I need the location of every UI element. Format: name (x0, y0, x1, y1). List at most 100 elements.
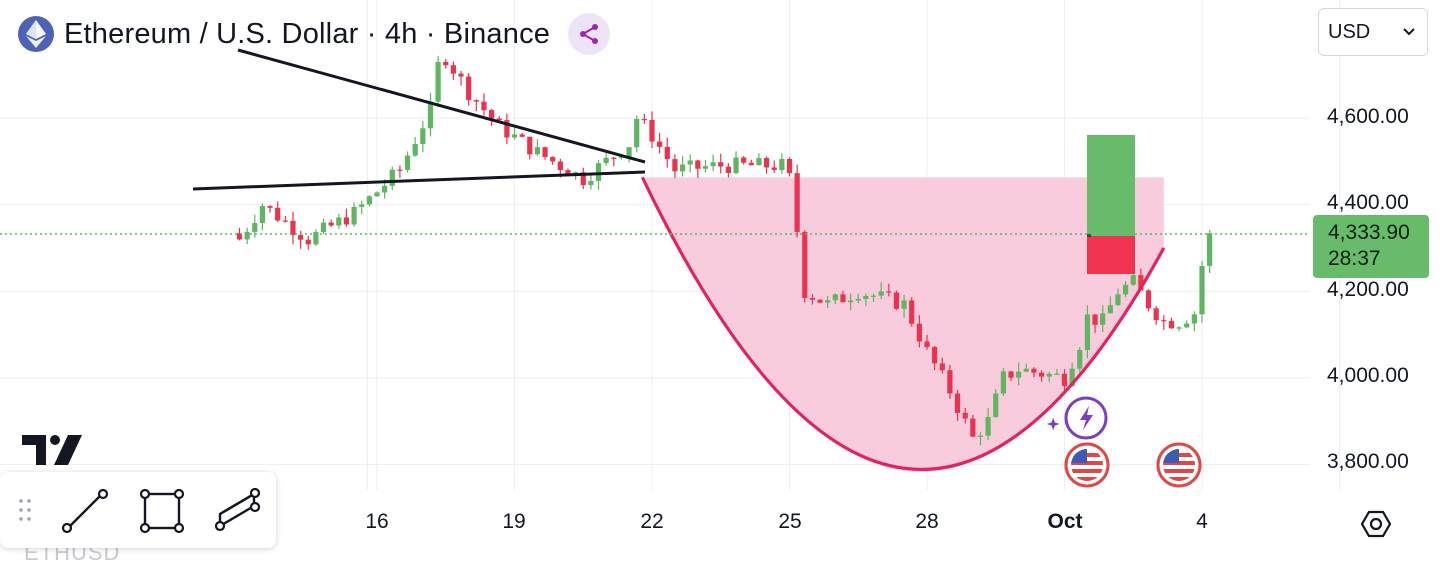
candle-body (588, 180, 594, 186)
candle-body (893, 292, 900, 309)
candle-body (970, 418, 976, 437)
candle-body (710, 162, 716, 167)
candle-body (443, 61, 449, 66)
candle-body (794, 173, 800, 232)
candle-body (695, 160, 701, 169)
candle-body (1123, 284, 1129, 295)
share-icon[interactable] (568, 13, 611, 55)
long-position-profit-zone (1087, 135, 1135, 236)
candle-body (1107, 305, 1113, 314)
candle-body (320, 222, 327, 233)
trend-line-tool-icon[interactable] (60, 488, 110, 534)
candle-body (343, 217, 350, 225)
triangle-upper-trendline (237, 48, 646, 164)
candle-body (741, 157, 747, 163)
event-flash-icon (1046, 396, 1108, 440)
candle-body (1153, 308, 1159, 321)
chevron-down-icon (1403, 28, 1415, 36)
candle-body (939, 363, 945, 371)
currency-selector[interactable]: USD (1318, 8, 1428, 56)
candle-body (809, 298, 816, 300)
candle-body (817, 299, 823, 303)
candle-body (1161, 320, 1167, 322)
candle-body (1046, 373, 1052, 377)
candlestick-series (236, 55, 1213, 446)
candle-body (1145, 290, 1152, 309)
candle-body (748, 162, 754, 166)
settings-icon[interactable] (1357, 505, 1395, 543)
candle-body (511, 134, 518, 138)
y-axis-label: 4,400.00 (1327, 191, 1409, 214)
x-axis-label: 19 (502, 510, 526, 533)
last-price-tag: 4,333.90 28:37 (1313, 215, 1429, 278)
candle-body (1092, 314, 1098, 325)
rectangle-tool-icon[interactable] (137, 488, 187, 534)
candle-body (1191, 314, 1197, 324)
candle-body (802, 231, 808, 299)
candle-body (236, 233, 243, 240)
candle-body (840, 294, 846, 303)
candle-body (488, 110, 495, 119)
candle-body (504, 120, 510, 138)
candle-body (771, 167, 777, 171)
y-axis-label: 4,000.00 (1327, 364, 1409, 387)
candle-body (1061, 373, 1068, 387)
y-axis-label: 4,600.00 (1327, 105, 1409, 128)
candle-body (1130, 275, 1136, 285)
drag-handle-icon[interactable] (12, 496, 38, 524)
candle-body (1207, 233, 1213, 266)
candle-body (1054, 373, 1060, 375)
y-axis-label: 4,200.00 (1327, 278, 1409, 301)
candle-body (1084, 314, 1091, 350)
candle-body (641, 118, 647, 121)
candle-body (832, 294, 838, 301)
x-axis-label: Oct (1047, 510, 1083, 533)
candle-body (1077, 349, 1083, 369)
candle-body (397, 169, 403, 171)
candle-body (878, 291, 884, 296)
candle-body (435, 61, 441, 102)
candle-body (1038, 372, 1045, 377)
x-axis-label: 4 (1196, 510, 1208, 533)
candle-body (1069, 368, 1075, 387)
candle-body (825, 300, 831, 303)
candle-body (542, 147, 548, 158)
x-axis-label: 25 (778, 510, 802, 533)
candle-body (725, 166, 731, 174)
parallel-channel-tool-icon[interactable] (214, 488, 264, 534)
candle-body (611, 157, 617, 159)
candle-body (657, 141, 663, 147)
position-entry-marker (1087, 234, 1091, 237)
candle-body (786, 158, 793, 174)
candle-body (1008, 371, 1014, 378)
candle-body (298, 235, 304, 240)
candle-body (779, 158, 785, 171)
candle-body (1138, 275, 1144, 291)
x-axis-label: 22 (640, 510, 664, 533)
candle-body (565, 170, 571, 176)
triangle-lower-trendline (192, 170, 646, 191)
ethereum-logo-icon (18, 16, 54, 52)
candle-body (1176, 327, 1182, 329)
candle-body (275, 207, 281, 221)
candle-body (534, 147, 541, 155)
candle-body (763, 158, 770, 168)
candle-body (855, 298, 861, 301)
candle-body (664, 146, 670, 160)
candle-body (672, 159, 678, 172)
candle-body (733, 157, 739, 174)
candle-body (649, 119, 655, 142)
candle-body (282, 220, 288, 222)
candle-body (702, 166, 709, 169)
candle-body (1199, 265, 1205, 315)
candle-body (870, 295, 877, 297)
candle-body (687, 160, 693, 165)
candle-body (481, 101, 487, 111)
x-axis-label: 16 (365, 510, 389, 533)
tradingview-logo[interactable] (22, 435, 86, 470)
symbol-title[interactable]: Ethereum / U.S. Dollar · 4h · Binance (64, 17, 551, 50)
candle-body (924, 341, 930, 348)
candle-body (550, 157, 556, 162)
candle-body (382, 185, 388, 193)
